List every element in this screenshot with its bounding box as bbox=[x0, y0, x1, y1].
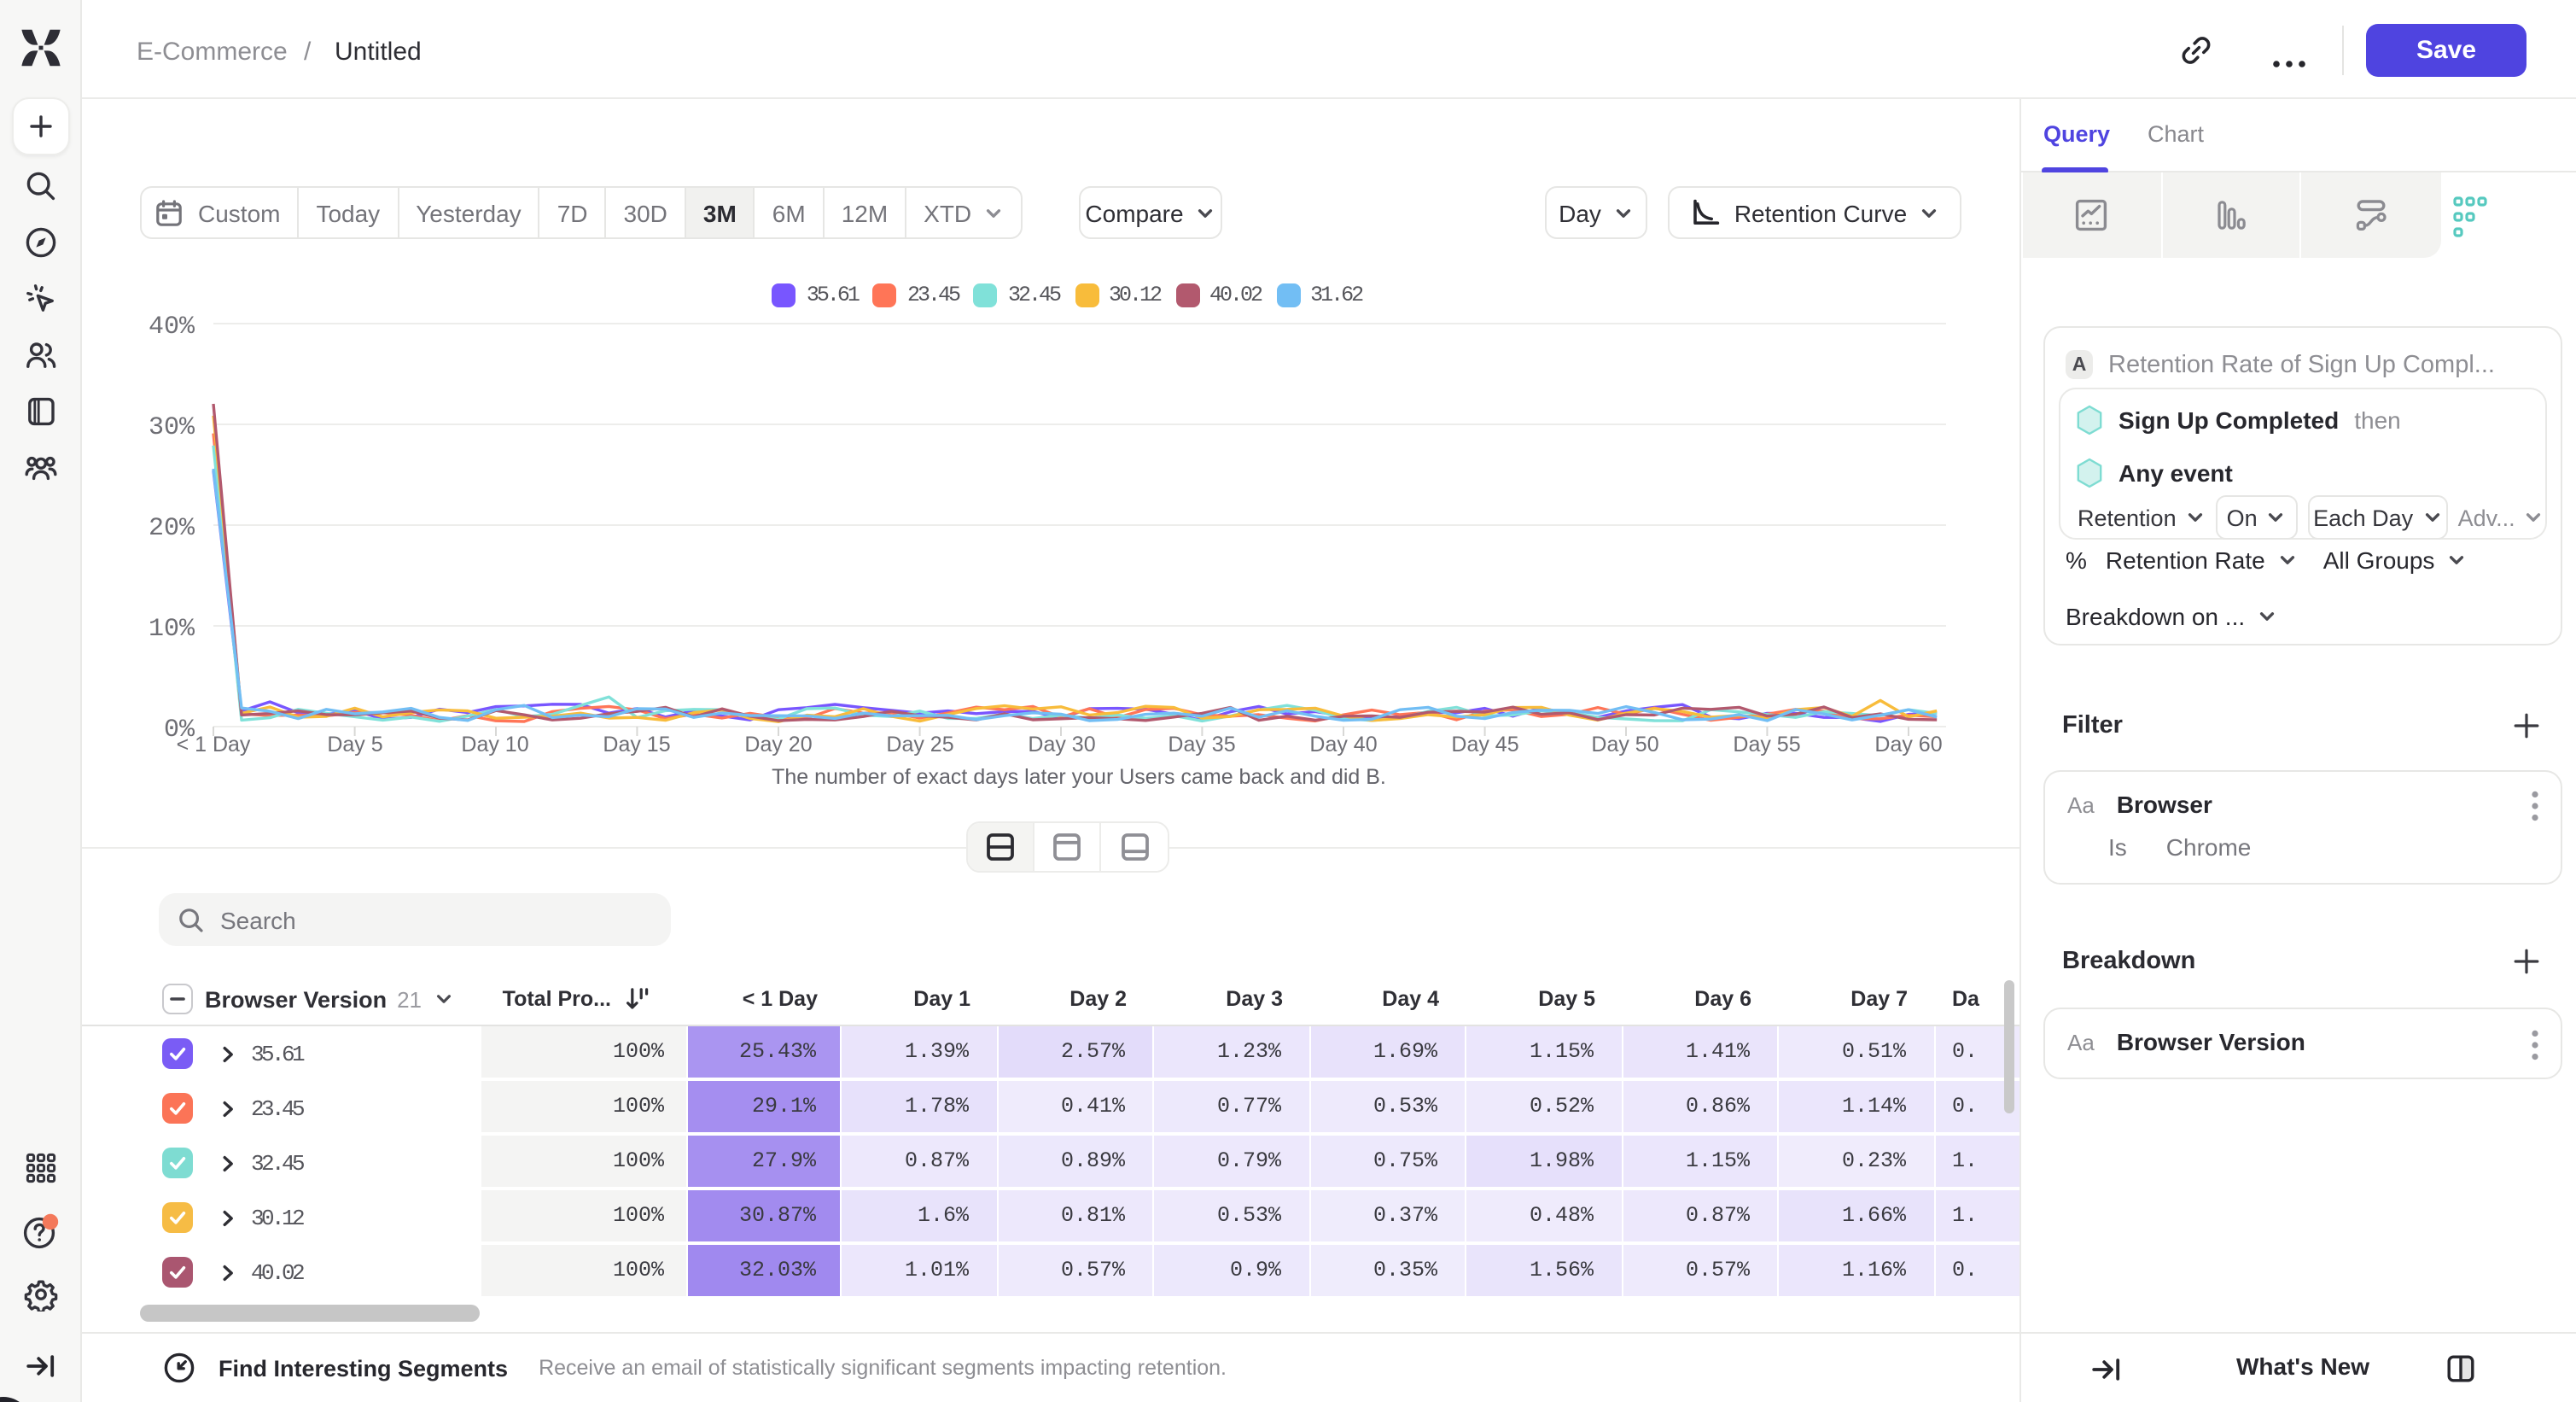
svg-text:Day 5: Day 5 bbox=[327, 733, 382, 756]
svg-text:The number of exact days later: The number of exact days later your User… bbox=[772, 765, 1386, 789]
svg-text:Day 50: Day 50 bbox=[1591, 733, 1658, 756]
svg-text:Day 20: Day 20 bbox=[744, 733, 812, 756]
svg-text:Day 40: Day 40 bbox=[1309, 733, 1377, 756]
svg-text:Day 35: Day 35 bbox=[1168, 733, 1235, 756]
svg-text:10%: 10% bbox=[149, 615, 195, 644]
svg-text:Day 60: Day 60 bbox=[1874, 733, 1942, 756]
svg-text:Day 55: Day 55 bbox=[1733, 733, 1800, 756]
svg-text:Day 25: Day 25 bbox=[886, 733, 953, 756]
svg-text:< 1 Day: < 1 Day bbox=[177, 733, 251, 756]
svg-text:Day 30: Day 30 bbox=[1028, 733, 1095, 756]
svg-text:40%: 40% bbox=[149, 313, 195, 342]
svg-text:20%: 20% bbox=[149, 514, 195, 543]
svg-text:Day 15: Day 15 bbox=[603, 733, 670, 756]
svg-text:Day 45: Day 45 bbox=[1451, 733, 1518, 756]
svg-text:0%: 0% bbox=[164, 716, 195, 745]
svg-text:30%: 30% bbox=[149, 413, 195, 442]
svg-text:Day 10: Day 10 bbox=[461, 733, 528, 756]
